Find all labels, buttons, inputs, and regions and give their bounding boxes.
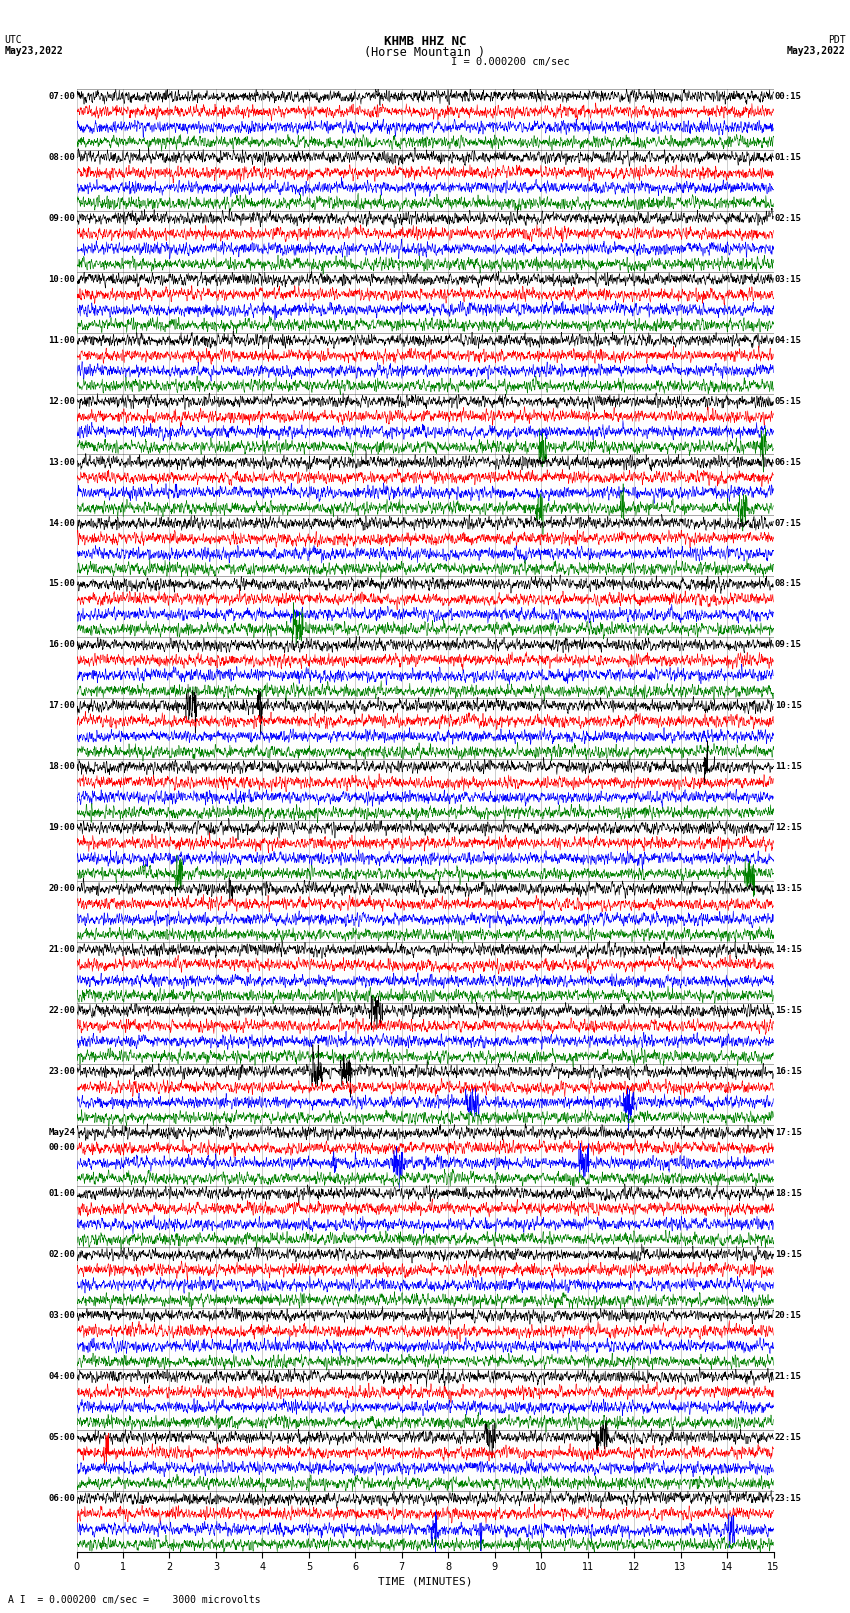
Text: 06:00: 06:00 xyxy=(48,1494,75,1503)
Text: (Horse Mountain ): (Horse Mountain ) xyxy=(365,45,485,60)
Text: 12:00: 12:00 xyxy=(48,397,75,405)
Text: 02:00: 02:00 xyxy=(48,1250,75,1260)
Text: 23:00: 23:00 xyxy=(48,1068,75,1076)
Text: 21:15: 21:15 xyxy=(775,1373,802,1381)
Text: 08:15: 08:15 xyxy=(775,579,802,589)
Text: 20:00: 20:00 xyxy=(48,884,75,894)
Text: 05:00: 05:00 xyxy=(48,1432,75,1442)
Text: 10:15: 10:15 xyxy=(775,702,802,710)
Text: 06:15: 06:15 xyxy=(775,458,802,466)
Text: 22:15: 22:15 xyxy=(775,1432,802,1442)
Text: I = 0.000200 cm/sec: I = 0.000200 cm/sec xyxy=(450,58,570,68)
Text: 07:15: 07:15 xyxy=(775,518,802,527)
Text: 07:00: 07:00 xyxy=(48,92,75,102)
Text: 17:00: 17:00 xyxy=(48,702,75,710)
Text: May23,2022: May23,2022 xyxy=(787,45,846,56)
Text: 10:00: 10:00 xyxy=(48,274,75,284)
Text: 13:00: 13:00 xyxy=(48,458,75,466)
Text: 02:15: 02:15 xyxy=(775,215,802,223)
Text: 00:00: 00:00 xyxy=(48,1144,75,1152)
Text: 05:15: 05:15 xyxy=(775,397,802,405)
Text: 16:00: 16:00 xyxy=(48,640,75,650)
Text: 14:00: 14:00 xyxy=(48,518,75,527)
Text: 23:15: 23:15 xyxy=(775,1494,802,1503)
Text: A I  = 0.000200 cm/sec =    3000 microvolts: A I = 0.000200 cm/sec = 3000 microvolts xyxy=(8,1595,261,1605)
Text: 03:00: 03:00 xyxy=(48,1311,75,1319)
Text: 00:15: 00:15 xyxy=(775,92,802,102)
Text: 17:15: 17:15 xyxy=(775,1127,802,1137)
Text: 14:15: 14:15 xyxy=(775,945,802,955)
Text: KHMB HHZ NC: KHMB HHZ NC xyxy=(383,35,467,48)
Text: 18:15: 18:15 xyxy=(775,1189,802,1198)
Text: 19:15: 19:15 xyxy=(775,1250,802,1260)
X-axis label: TIME (MINUTES): TIME (MINUTES) xyxy=(377,1576,473,1586)
Text: 22:00: 22:00 xyxy=(48,1007,75,1015)
Text: 11:15: 11:15 xyxy=(775,763,802,771)
Text: 20:15: 20:15 xyxy=(775,1311,802,1319)
Text: 08:00: 08:00 xyxy=(48,153,75,161)
Text: 15:00: 15:00 xyxy=(48,579,75,589)
Text: 09:00: 09:00 xyxy=(48,215,75,223)
Text: 12:15: 12:15 xyxy=(775,823,802,832)
Text: May24: May24 xyxy=(48,1127,75,1137)
Text: 04:00: 04:00 xyxy=(48,1373,75,1381)
Text: UTC: UTC xyxy=(4,35,22,45)
Text: 13:15: 13:15 xyxy=(775,884,802,894)
Text: 16:15: 16:15 xyxy=(775,1068,802,1076)
Text: 15:15: 15:15 xyxy=(775,1007,802,1015)
Text: 18:00: 18:00 xyxy=(48,763,75,771)
Text: 19:00: 19:00 xyxy=(48,823,75,832)
Text: 04:15: 04:15 xyxy=(775,336,802,345)
Text: 09:15: 09:15 xyxy=(775,640,802,650)
Text: 01:15: 01:15 xyxy=(775,153,802,161)
Text: 21:00: 21:00 xyxy=(48,945,75,955)
Text: 01:00: 01:00 xyxy=(48,1189,75,1198)
Text: 03:15: 03:15 xyxy=(775,274,802,284)
Text: May23,2022: May23,2022 xyxy=(4,45,63,56)
Text: PDT: PDT xyxy=(828,35,846,45)
Text: 11:00: 11:00 xyxy=(48,336,75,345)
